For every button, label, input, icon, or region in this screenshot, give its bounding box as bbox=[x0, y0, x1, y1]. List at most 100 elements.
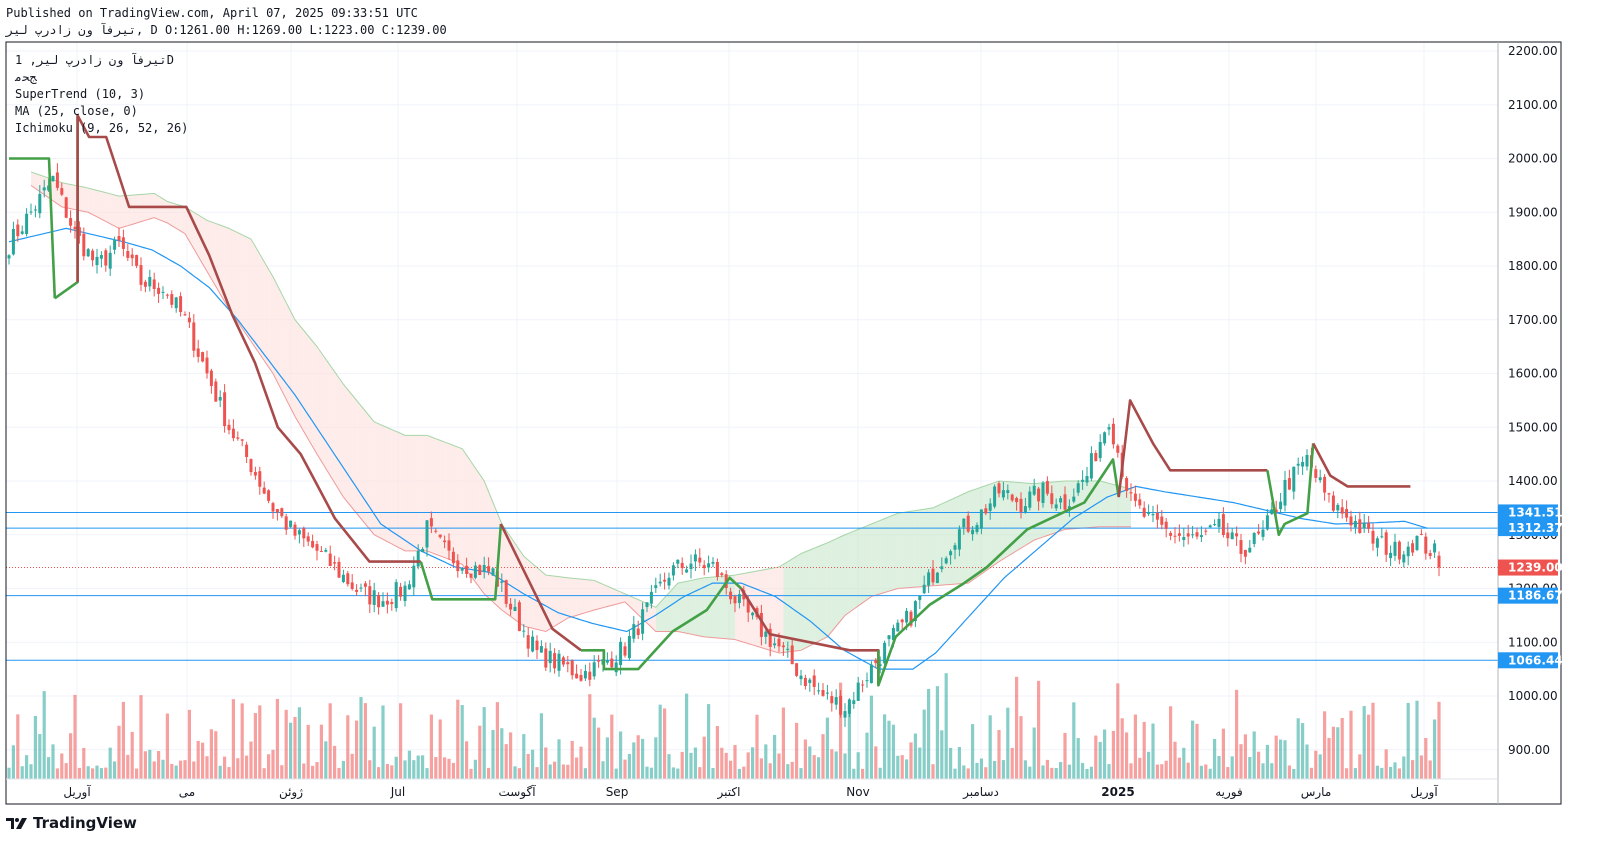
candle-body bbox=[1045, 481, 1049, 494]
volume-bar bbox=[25, 755, 29, 779]
candle-body bbox=[1437, 555, 1441, 568]
candle-body bbox=[179, 296, 183, 313]
volume-bar bbox=[1292, 768, 1296, 779]
volume-bar bbox=[1120, 718, 1124, 779]
volume-bar bbox=[55, 768, 59, 779]
cloud-segment bbox=[132, 194, 137, 225]
candle-body bbox=[795, 663, 799, 676]
legend-ichimoku[interactable]: Ichimoku (9, 26, 52, 26) bbox=[15, 121, 189, 135]
candle-body bbox=[1155, 512, 1159, 520]
candle-body bbox=[619, 641, 623, 666]
volume-bar bbox=[99, 768, 103, 779]
legend-ma[interactable]: MA (25, close, 0) bbox=[15, 104, 138, 118]
candle-body bbox=[535, 640, 539, 651]
cloud-segment bbox=[462, 448, 467, 571]
candle-body bbox=[113, 239, 117, 250]
candle-body bbox=[852, 700, 856, 705]
volume-bar bbox=[1415, 700, 1419, 779]
supertrend bbox=[9, 114, 1411, 687]
volume-bar bbox=[715, 726, 719, 779]
volume-bar bbox=[940, 730, 944, 779]
candle-body bbox=[1239, 540, 1243, 554]
candle-body bbox=[1274, 509, 1278, 513]
volume-bar bbox=[579, 746, 583, 779]
candle-body bbox=[1019, 498, 1023, 512]
cloud-segment bbox=[550, 575, 555, 629]
candle-body bbox=[825, 692, 829, 694]
candle-body bbox=[77, 227, 81, 236]
cloud-segment bbox=[660, 597, 665, 632]
volume-bar bbox=[1204, 764, 1208, 779]
cloud-segment bbox=[928, 507, 933, 587]
candle-body bbox=[1059, 498, 1063, 503]
cloud-segment bbox=[413, 435, 419, 551]
candle-body bbox=[240, 439, 244, 441]
volume-bar bbox=[610, 714, 614, 779]
candle-body bbox=[702, 565, 706, 569]
cloud-segment bbox=[695, 578, 700, 636]
cloud-segment bbox=[677, 582, 683, 633]
volume-bar bbox=[108, 747, 112, 779]
candle-body bbox=[1129, 492, 1133, 494]
cloud-segment bbox=[185, 206, 190, 242]
volume-bar bbox=[1433, 719, 1437, 779]
volume-bar bbox=[786, 764, 790, 779]
supertrend-line bbox=[1312, 442, 1411, 488]
cloud-segment bbox=[783, 561, 788, 653]
volume-bar bbox=[487, 767, 491, 779]
cloud-segment bbox=[242, 234, 247, 335]
candle-body bbox=[909, 611, 913, 626]
volume-bar bbox=[918, 747, 922, 779]
candle-body bbox=[583, 670, 587, 679]
cloud-segment bbox=[871, 522, 876, 597]
candle-body bbox=[1164, 521, 1168, 529]
candle-body bbox=[786, 648, 790, 650]
volume-bar bbox=[1252, 731, 1256, 779]
time-tick-label: Sep bbox=[606, 785, 629, 799]
volume-bar bbox=[394, 756, 398, 779]
volume-bar bbox=[1182, 747, 1186, 779]
volume-bar bbox=[1050, 767, 1054, 779]
cloud-segment bbox=[119, 195, 124, 229]
candle-body bbox=[570, 660, 574, 676]
volume-bar bbox=[416, 755, 420, 779]
candle-body bbox=[306, 536, 310, 542]
volume-bar bbox=[478, 725, 482, 779]
ohlc-line: تیرفآ ون زادرپ لیر, D O:1261.00 H:1269.0… bbox=[6, 23, 447, 37]
volume-bar bbox=[240, 703, 244, 779]
candle-body bbox=[676, 559, 680, 564]
volume-bar bbox=[1138, 757, 1142, 779]
volume-bar bbox=[1133, 714, 1137, 779]
cloud-segment bbox=[576, 578, 581, 616]
cloud-segment bbox=[897, 512, 903, 589]
volume-bar bbox=[157, 751, 161, 779]
volume-bar bbox=[720, 747, 724, 779]
candle-body bbox=[407, 584, 411, 590]
candle-body bbox=[346, 573, 350, 585]
cloud-segment bbox=[79, 186, 84, 212]
candle-body bbox=[1098, 442, 1102, 459]
volume-bar bbox=[1419, 755, 1423, 779]
cloud-segment bbox=[233, 230, 238, 322]
candle-body bbox=[636, 628, 640, 636]
brand-name: TradingView bbox=[33, 814, 137, 832]
cloud-segment bbox=[303, 330, 309, 440]
tradingview-logo: TradingView bbox=[6, 814, 137, 832]
candle-body bbox=[311, 541, 315, 548]
supertrend-line bbox=[499, 523, 582, 652]
cloud-segment bbox=[664, 592, 669, 632]
candle-body bbox=[209, 370, 213, 386]
candle-body bbox=[297, 530, 301, 535]
legend-supertrend[interactable]: SuperTrend (10, 3) bbox=[15, 87, 146, 101]
cloud-segment bbox=[396, 431, 401, 549]
volume-bar bbox=[11, 745, 15, 779]
volume-bar bbox=[852, 768, 856, 779]
volume-bar bbox=[676, 768, 680, 779]
volume-bar bbox=[139, 695, 143, 779]
candle-body bbox=[1063, 494, 1067, 510]
candle-body bbox=[1380, 536, 1384, 538]
cloud-segment bbox=[532, 563, 537, 630]
chart-frame bbox=[5, 41, 1562, 805]
volume-bar bbox=[944, 673, 948, 779]
